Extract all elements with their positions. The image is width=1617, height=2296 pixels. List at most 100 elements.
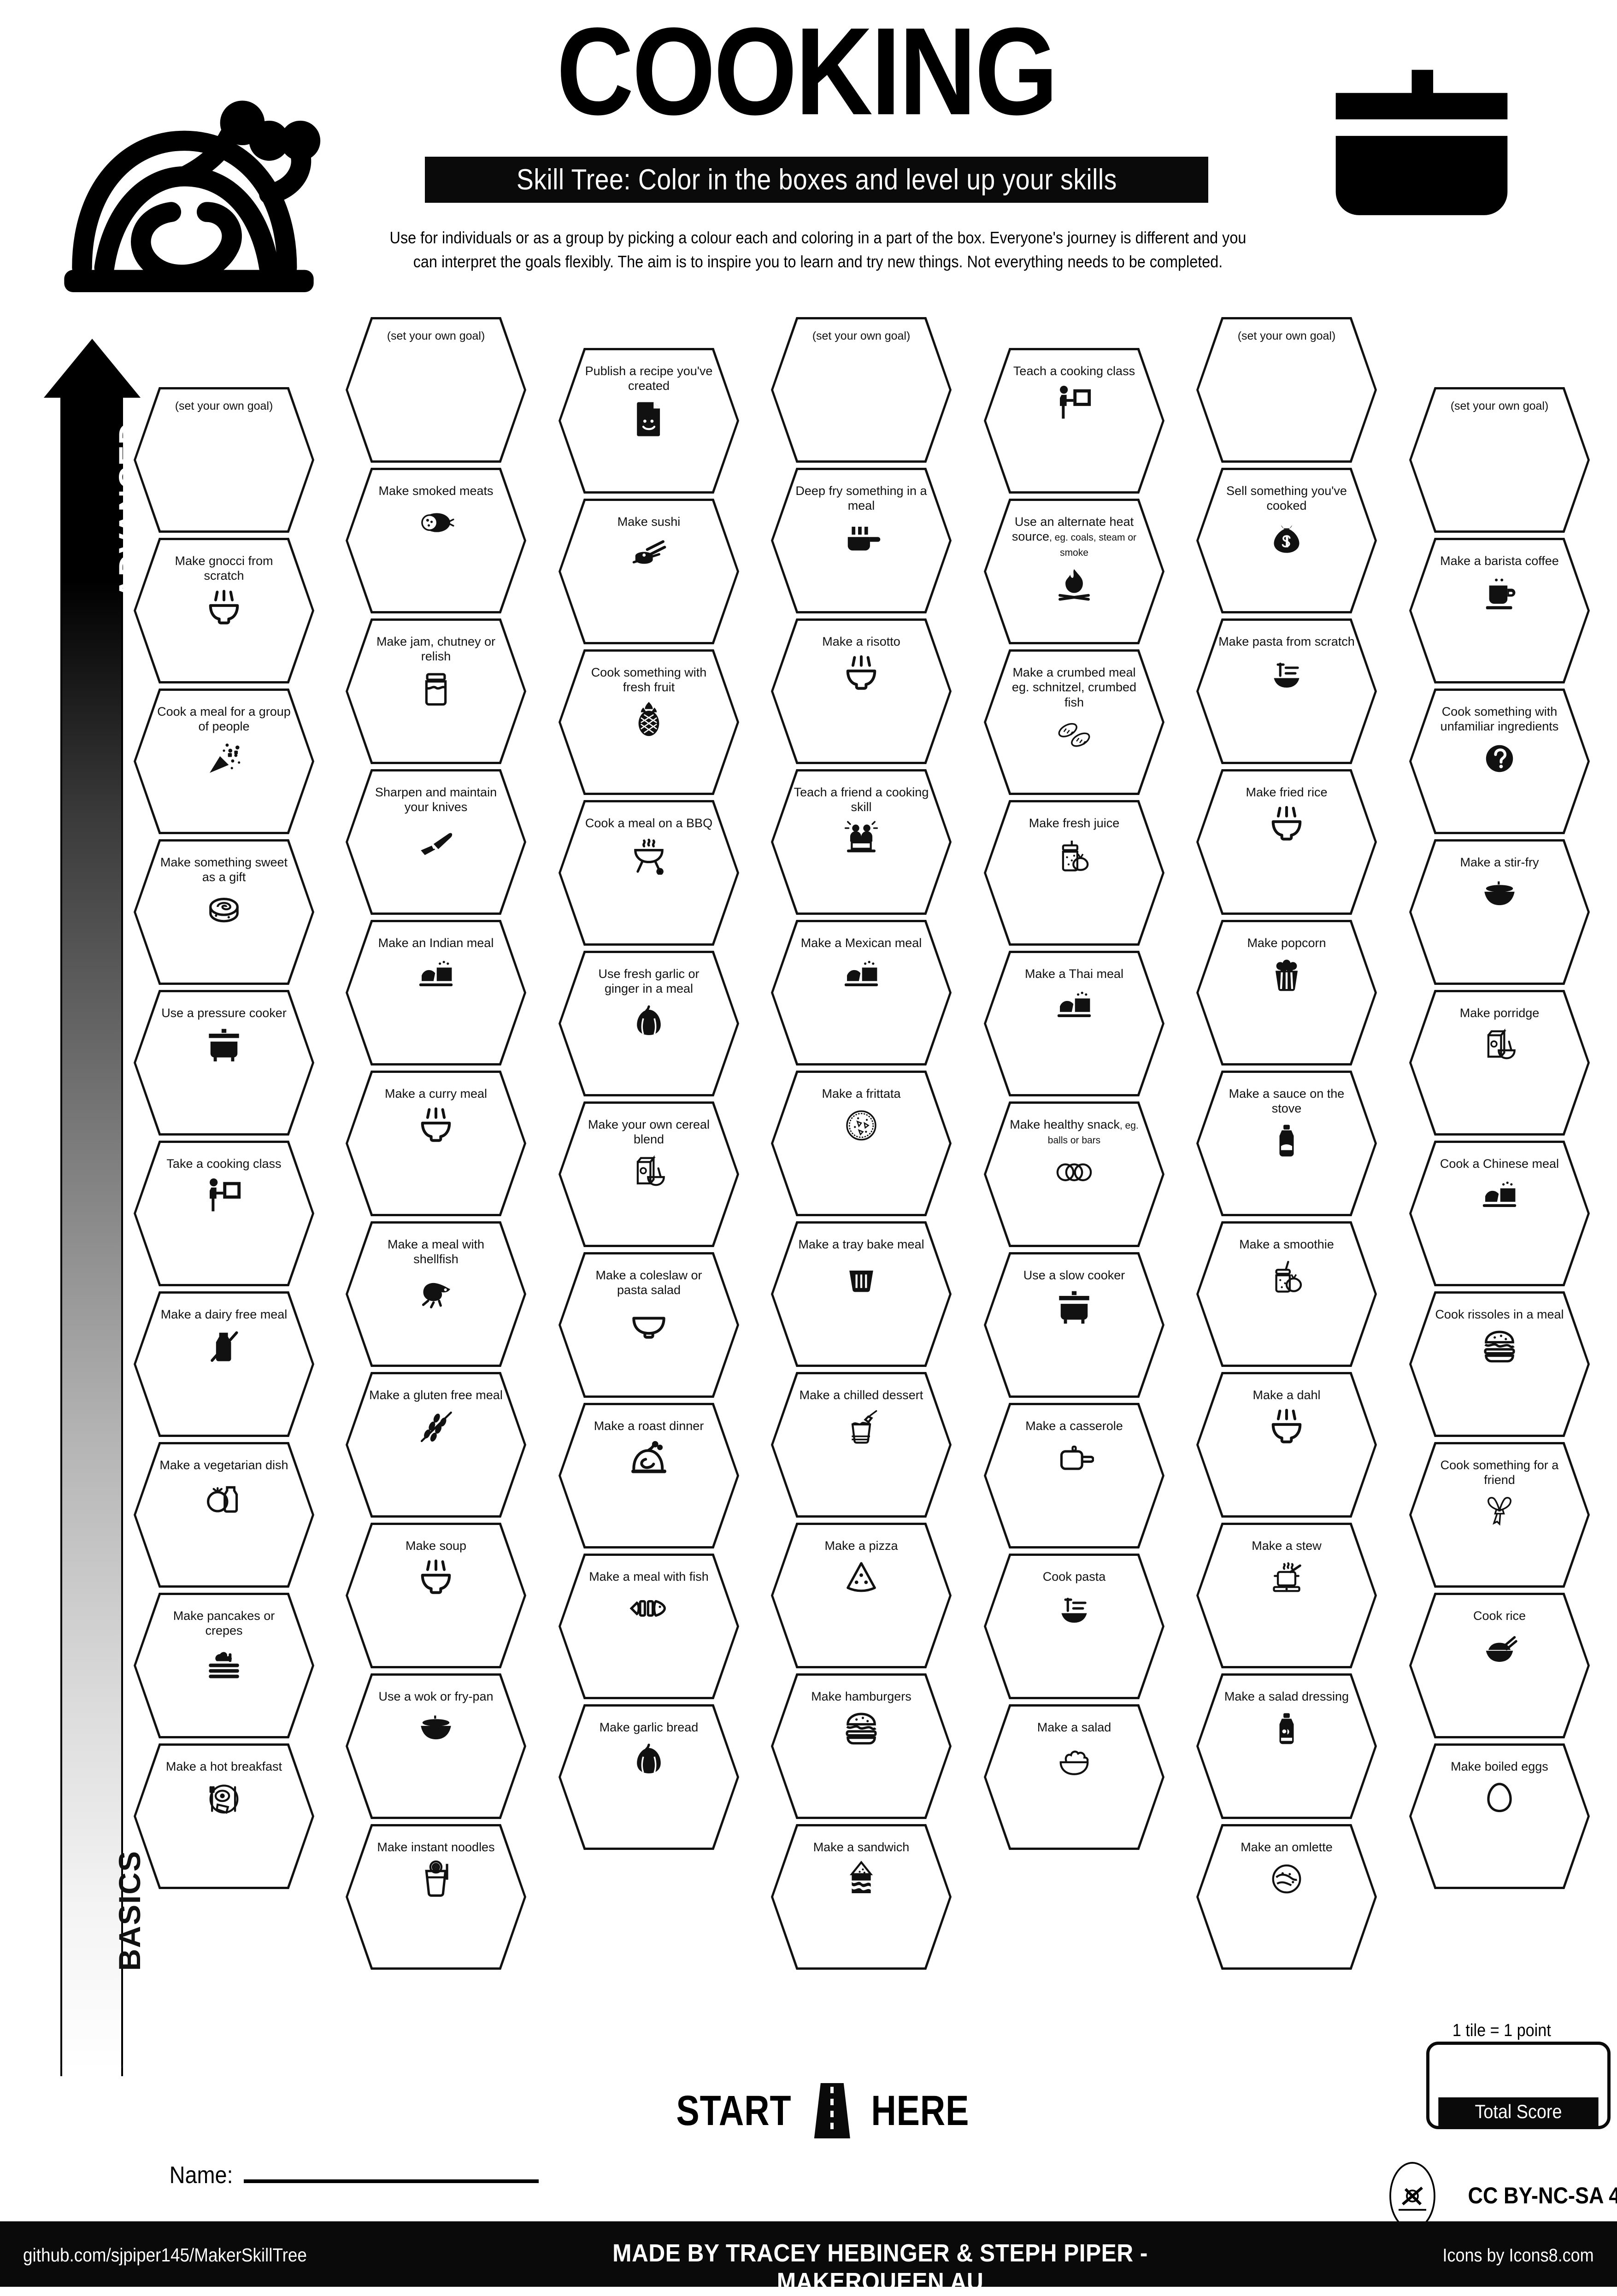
skill-tile[interactable]: Cook something with fresh fruit bbox=[559, 649, 739, 795]
hex-fill bbox=[986, 802, 1162, 943]
skill-tile[interactable]: Make a tray bake meal bbox=[771, 1221, 952, 1367]
skill-tile[interactable]: (set your own goal) bbox=[1196, 317, 1377, 463]
skill-tile[interactable]: Sell something you've cooked bbox=[1196, 468, 1377, 613]
hex-content: Cook a Chinese meal bbox=[1409, 1141, 1590, 1286]
hex-content: Make smoked meats bbox=[346, 468, 526, 613]
skill-tile[interactable]: Make a dairy free meal bbox=[134, 1291, 314, 1437]
skill-tile[interactable]: Make an omlette bbox=[1196, 1824, 1377, 1970]
hex-fill bbox=[561, 1104, 737, 1245]
skill-tile[interactable]: Make a vegetarian dish bbox=[134, 1442, 314, 1588]
skill-tile[interactable]: Make a salad bbox=[984, 1704, 1164, 1850]
hex-fill bbox=[136, 389, 312, 530]
skill-tile[interactable]: Make hamburgers bbox=[771, 1673, 952, 1819]
hex-fill bbox=[348, 1676, 524, 1817]
hex-fill bbox=[773, 319, 949, 460]
skill-tile[interactable]: Make soup bbox=[346, 1523, 526, 1668]
skill-tile[interactable]: Cook rice bbox=[1409, 1593, 1590, 1738]
hex-content: (set your own goal) bbox=[1409, 387, 1590, 533]
skill-tile[interactable]: Deep fry something in a meal bbox=[771, 468, 952, 613]
skill-tile[interactable]: Cook rissoles in a meal bbox=[1409, 1291, 1590, 1437]
skill-tile[interactable]: Make a curry meal bbox=[346, 1071, 526, 1216]
skill-tile[interactable]: (set your own goal) bbox=[771, 317, 952, 463]
skill-tile[interactable]: Use fresh garlic or ginger in a meal bbox=[559, 951, 739, 1096]
skill-tile[interactable]: Make pasta from scratch bbox=[1196, 618, 1377, 764]
skill-tile[interactable]: Make fried rice bbox=[1196, 769, 1377, 915]
bowl-icon bbox=[629, 1302, 669, 1342]
skill-tile[interactable]: Make a hot breakfast bbox=[134, 1743, 314, 1889]
smoothie-icon bbox=[1267, 1256, 1306, 1296]
skill-tile[interactable]: Make something sweet as a gift bbox=[134, 839, 314, 985]
skill-tile[interactable]: Teach a friend a cooking skill bbox=[771, 769, 952, 915]
skill-tile[interactable]: Cook a meal on a BBQ bbox=[559, 800, 739, 946]
skill-tile[interactable]: Make pancakes or crepes bbox=[134, 1593, 314, 1738]
skill-tile[interactable]: (set your own goal) bbox=[1409, 387, 1590, 533]
skill-tile[interactable]: Make sushi bbox=[559, 499, 739, 644]
hex-fill bbox=[136, 1444, 312, 1585]
skill-tile[interactable]: Cook something for a friend bbox=[1409, 1442, 1590, 1588]
skill-tile[interactable]: Make a Mexican meal bbox=[771, 920, 952, 1066]
skill-tile[interactable]: Make a stew bbox=[1196, 1523, 1377, 1668]
footer-repo-link[interactable]: github.com/sjpiper145/MakerSkillTree bbox=[23, 2244, 307, 2266]
skill-tile[interactable]: Make porridge bbox=[1409, 990, 1590, 1136]
skill-tile[interactable]: Make your own cereal blend bbox=[559, 1101, 739, 1247]
hex-fill bbox=[1411, 992, 1588, 1133]
skill-tile[interactable]: Make a sauce on the stove bbox=[1196, 1071, 1377, 1216]
hex-fill bbox=[348, 1525, 524, 1666]
skill-tile[interactable]: Use a slow cooker bbox=[984, 1252, 1164, 1398]
skill-tile[interactable]: Sharpen and maintain your knives bbox=[346, 769, 526, 915]
skill-tile-label: Make a sauce on the stove bbox=[1229, 1087, 1345, 1116]
name-input-line[interactable] bbox=[244, 2179, 539, 2183]
skill-tile[interactable]: Make healthy snack, eg. balls or bars bbox=[984, 1101, 1164, 1247]
skill-tile[interactable]: Make a frittata bbox=[771, 1071, 952, 1216]
total-score-label: Total Score bbox=[1438, 2097, 1599, 2126]
hex-fill bbox=[986, 1104, 1162, 1245]
skill-tile[interactable]: Cook something with unfamiliar ingredien… bbox=[1409, 689, 1590, 834]
skill-tile[interactable]: Cook a Chinese meal bbox=[1409, 1141, 1590, 1286]
skill-tile[interactable]: Publish a recipe you've created bbox=[559, 348, 739, 494]
skill-tile[interactable]: Make a dahl bbox=[1196, 1372, 1377, 1518]
campfire-icon bbox=[1054, 564, 1094, 603]
skill-tile[interactable]: Take a cooking class bbox=[134, 1141, 314, 1286]
skill-tile[interactable]: Make a crumbed meal eg. schnitzel, crumb… bbox=[984, 649, 1164, 795]
skill-tile[interactable]: Make a sandwich bbox=[771, 1824, 952, 1970]
skill-tile[interactable]: Make a gluten free meal bbox=[346, 1372, 526, 1518]
skill-tile[interactable]: Make a casserole bbox=[984, 1403, 1164, 1548]
shrimp-icon bbox=[416, 1272, 456, 1311]
skill-tile[interactable]: Make instant noodles bbox=[346, 1824, 526, 1970]
total-score-box[interactable]: Total Score bbox=[1426, 2042, 1611, 2129]
skill-tile[interactable]: Make a stir-fry bbox=[1409, 839, 1590, 985]
skill-tile[interactable]: Cook a meal for a group of people bbox=[134, 689, 314, 834]
skill-tile[interactable]: Teach a cooking class bbox=[984, 348, 1164, 494]
skill-tile[interactable]: Make garlic bread bbox=[559, 1704, 739, 1850]
hex-content: Make a gluten free meal bbox=[346, 1372, 526, 1518]
skill-tile[interactable]: Make a smoothie bbox=[1196, 1221, 1377, 1367]
skill-tile[interactable]: Make an Indian meal bbox=[346, 920, 526, 1066]
skill-tile[interactable]: Make a barista coffee bbox=[1409, 538, 1590, 683]
skill-tile[interactable]: Use an alternate heat source, eg. coals,… bbox=[984, 499, 1164, 644]
skill-tile[interactable]: Make popcorn bbox=[1196, 920, 1377, 1066]
skill-tile[interactable]: (set your own goal) bbox=[134, 387, 314, 533]
skill-tile[interactable]: Make boiled eggs bbox=[1409, 1743, 1590, 1889]
name-field[interactable]: Name: bbox=[166, 2161, 539, 2189]
skill-tile[interactable]: Make a chilled dessert bbox=[771, 1372, 952, 1518]
skill-tile[interactable]: Make a salad dressing bbox=[1196, 1673, 1377, 1819]
skill-tile[interactable]: (set your own goal) bbox=[346, 317, 526, 463]
skill-tile[interactable]: Cook pasta bbox=[984, 1554, 1164, 1699]
skill-tile[interactable]: Make a coleslaw or pasta salad bbox=[559, 1252, 739, 1398]
skill-tile[interactable]: Make a risotto bbox=[771, 618, 952, 764]
skill-tile[interactable]: Make gnocci from scratch bbox=[134, 538, 314, 683]
skill-tile[interactable]: Make jam, chutney or relish bbox=[346, 618, 526, 764]
instant-noodles-icon bbox=[416, 1859, 456, 1899]
footer-icons-credit[interactable]: Icons by Icons8.com bbox=[1442, 2245, 1594, 2266]
skill-tile[interactable]: Make smoked meats bbox=[346, 468, 526, 613]
page-header: COOKING Skill Tree: Color in the boxes a… bbox=[0, 0, 1617, 304]
skill-tile[interactable]: Make fresh juice bbox=[984, 800, 1164, 946]
skill-tile[interactable]: Make a pizza bbox=[771, 1523, 952, 1668]
skill-tile[interactable]: Make a roast dinner bbox=[559, 1403, 739, 1548]
hex-fill bbox=[1411, 1143, 1588, 1284]
skill-tile[interactable]: Make a Thai meal bbox=[984, 951, 1164, 1096]
skill-tile[interactable]: Make a meal with shellfish bbox=[346, 1221, 526, 1367]
skill-tile[interactable]: Make a meal with fish bbox=[559, 1554, 739, 1699]
skill-tile[interactable]: Use a pressure cooker bbox=[134, 990, 314, 1136]
skill-tile[interactable]: Use a wok or fry-pan bbox=[346, 1673, 526, 1819]
